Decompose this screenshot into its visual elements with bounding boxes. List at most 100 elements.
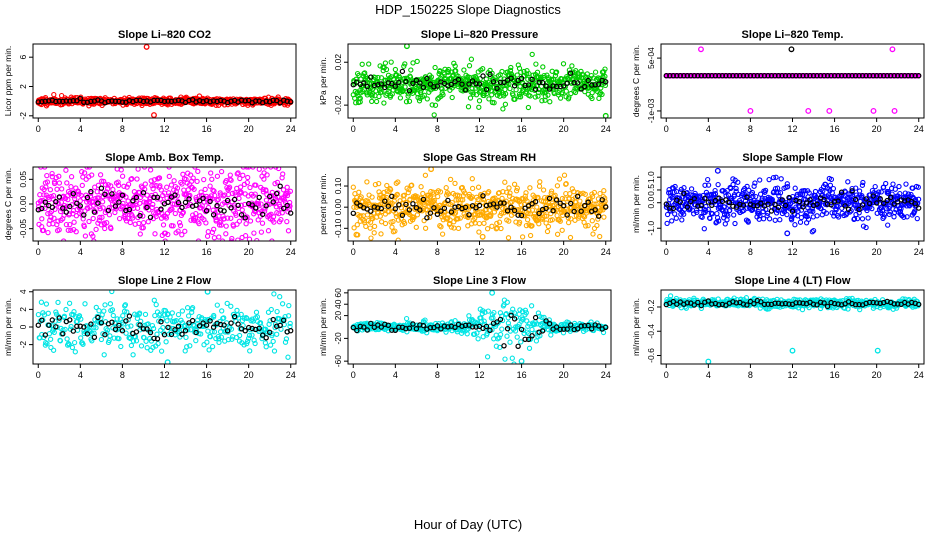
mean-point bbox=[838, 72, 845, 79]
data-point bbox=[51, 215, 57, 221]
data-point bbox=[475, 184, 482, 190]
panel-3: Slope Li–820 Temp.degrees C per min.0 4 8 1… bbox=[631, 29, 925, 134]
data-point bbox=[66, 300, 73, 306]
mean-point bbox=[895, 72, 901, 79]
data-point bbox=[395, 217, 402, 223]
data-point bbox=[507, 190, 513, 196]
data-point bbox=[54, 186, 60, 192]
data-point bbox=[489, 92, 495, 98]
data-point bbox=[262, 167, 268, 170]
data-point bbox=[731, 212, 737, 218]
mean-point bbox=[63, 209, 70, 215]
data-point bbox=[529, 223, 535, 229]
data-point bbox=[51, 91, 57, 98]
mean-point bbox=[807, 72, 813, 79]
data-point bbox=[285, 228, 292, 234]
data-point bbox=[565, 219, 572, 226]
data-point bbox=[432, 102, 439, 108]
y-tick-label: 0 bbox=[18, 324, 28, 329]
data-point bbox=[390, 218, 396, 225]
data-points bbox=[35, 44, 294, 118]
x-tick-label: 0 bbox=[36, 124, 41, 134]
mean-point bbox=[441, 80, 448, 87]
data-point bbox=[513, 188, 520, 194]
data-point bbox=[525, 104, 532, 111]
data-point bbox=[839, 192, 845, 198]
mean-point bbox=[245, 97, 252, 104]
y-tick-label: 0.0 bbox=[646, 197, 656, 209]
data-point bbox=[794, 191, 800, 198]
panel-title: Slope Li–820 Temp. bbox=[742, 29, 844, 41]
data-point bbox=[514, 72, 520, 78]
mean-point bbox=[807, 197, 813, 203]
mean-point bbox=[863, 72, 869, 79]
mean-point bbox=[842, 72, 848, 79]
data-point bbox=[276, 210, 282, 217]
data-point bbox=[422, 172, 429, 178]
data-point bbox=[914, 215, 920, 222]
data-point bbox=[828, 176, 835, 183]
mean-point bbox=[592, 207, 598, 213]
data-point bbox=[554, 231, 561, 237]
panel-title: Slope Amb. Box Temp. bbox=[105, 152, 224, 164]
mean-point bbox=[270, 199, 276, 205]
data-point bbox=[56, 317, 62, 323]
mean-point bbox=[438, 208, 444, 214]
mean-point bbox=[726, 72, 733, 79]
mean-point bbox=[84, 194, 91, 201]
mean-point bbox=[702, 195, 708, 201]
data-point bbox=[38, 299, 45, 305]
mean-point bbox=[74, 323, 80, 329]
data-point bbox=[589, 193, 596, 200]
data-point bbox=[130, 352, 136, 358]
mean-point bbox=[281, 317, 287, 323]
data-point bbox=[502, 91, 509, 97]
mean-point bbox=[772, 201, 778, 208]
data-point bbox=[65, 227, 71, 233]
mean-point bbox=[70, 97, 77, 104]
data-point bbox=[481, 220, 487, 226]
outlier-point bbox=[143, 44, 150, 50]
mean-point bbox=[277, 183, 283, 189]
y-axis-label: kPa per min. bbox=[318, 57, 328, 105]
data-point bbox=[47, 187, 54, 193]
data-point bbox=[402, 84, 408, 90]
data-point bbox=[860, 179, 866, 186]
data-point bbox=[416, 98, 423, 104]
mean-point bbox=[677, 72, 684, 79]
mean-point bbox=[399, 212, 406, 218]
data-point bbox=[353, 76, 359, 82]
data-point bbox=[788, 217, 795, 223]
data-point bbox=[502, 86, 508, 93]
data-point bbox=[190, 175, 196, 181]
data-point bbox=[238, 311, 244, 318]
data-point bbox=[221, 216, 227, 222]
data-point bbox=[589, 95, 595, 102]
mean-point bbox=[249, 202, 255, 208]
mean-point bbox=[782, 72, 789, 79]
mean-point bbox=[165, 324, 171, 331]
mean-point bbox=[905, 72, 911, 79]
mean-point bbox=[758, 72, 764, 79]
mean-point bbox=[196, 198, 203, 204]
data-point bbox=[381, 100, 387, 106]
data-point bbox=[519, 234, 526, 240]
data-point bbox=[489, 223, 495, 229]
data-point bbox=[371, 230, 377, 236]
x-tick-label: 4 bbox=[706, 247, 711, 257]
data-point bbox=[485, 87, 492, 93]
mean-point bbox=[912, 72, 918, 79]
data-point bbox=[196, 220, 202, 227]
data-point bbox=[366, 61, 372, 67]
mean-point bbox=[210, 98, 217, 104]
mean-point bbox=[189, 317, 196, 324]
mean-point bbox=[91, 334, 98, 340]
data-point bbox=[116, 335, 122, 342]
data-point bbox=[285, 313, 292, 319]
data-point bbox=[469, 185, 476, 192]
panel-title: Slope Line 3 Flow bbox=[433, 275, 526, 287]
data-point bbox=[462, 190, 468, 196]
mean-point bbox=[228, 205, 234, 211]
data-point bbox=[247, 184, 253, 191]
data-point bbox=[65, 196, 71, 203]
